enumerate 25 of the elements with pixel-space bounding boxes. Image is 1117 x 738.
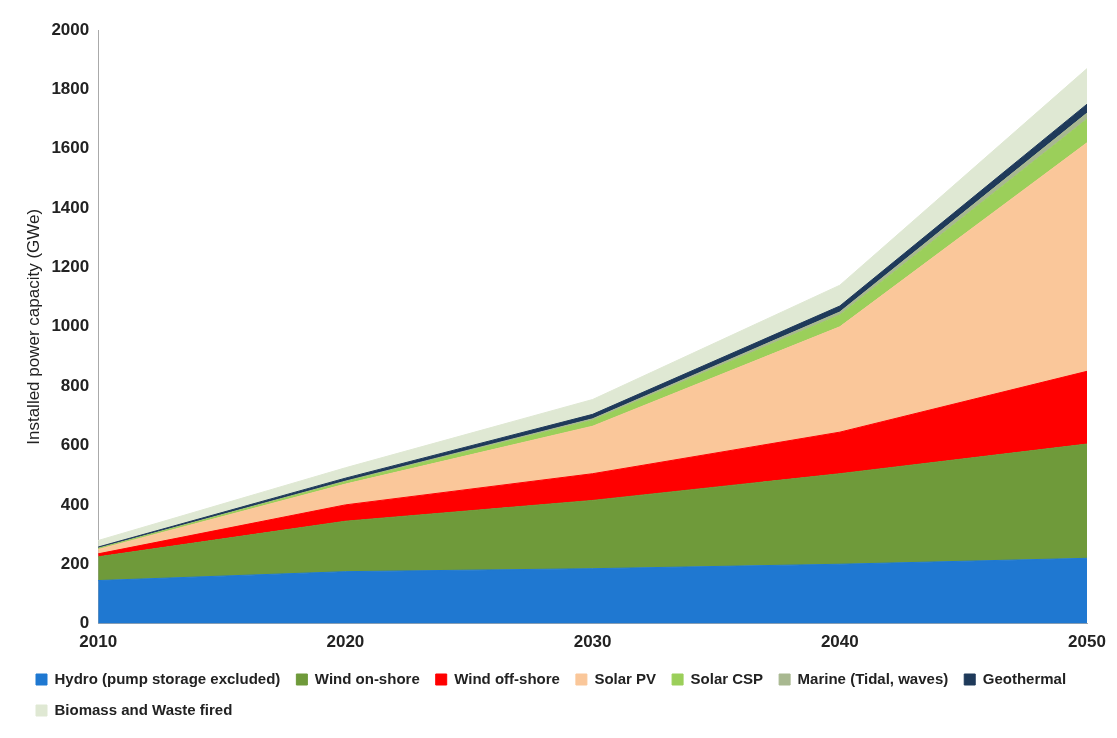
legend-label: Solar CSP (690, 669, 764, 687)
legend-label: Geothermal (982, 669, 1067, 687)
y-tick-label: 400 (60, 494, 90, 514)
y-tick-label: 1000 (51, 316, 90, 336)
y-tick-label: 1400 (51, 197, 90, 217)
y-tick-label: 200 (60, 553, 90, 573)
y-tick-label: 600 (60, 435, 90, 455)
legend-label: Wind off-shore (454, 669, 560, 687)
y-tick-label: 1200 (51, 257, 90, 277)
x-tick-label: 2050 (1068, 632, 1106, 652)
y-tick-label: 1600 (51, 138, 90, 158)
y-tick-label: 2000 (51, 19, 90, 39)
y-tick-label: 1800 (51, 79, 90, 99)
x-tick-label: 2040 (820, 632, 859, 652)
x-tick-label: 2020 (326, 632, 365, 652)
y-tick-label: 800 (60, 375, 90, 395)
legend-label: Biomass and Waste fired (54, 700, 233, 718)
y-tick-label: 0 (79, 613, 90, 633)
legend-label: Hydro (pump storage excluded) (54, 669, 281, 687)
x-tick-label: 2010 (79, 632, 118, 652)
legend-label: Solar PV (594, 669, 657, 687)
x-tick-label: 2030 (573, 632, 612, 652)
legend-label: Marine (Tidal, waves) (797, 669, 949, 687)
legend-label: Wind on-shore (314, 669, 420, 687)
y-axis-title: Installed power capacity (GWe) (23, 208, 43, 445)
